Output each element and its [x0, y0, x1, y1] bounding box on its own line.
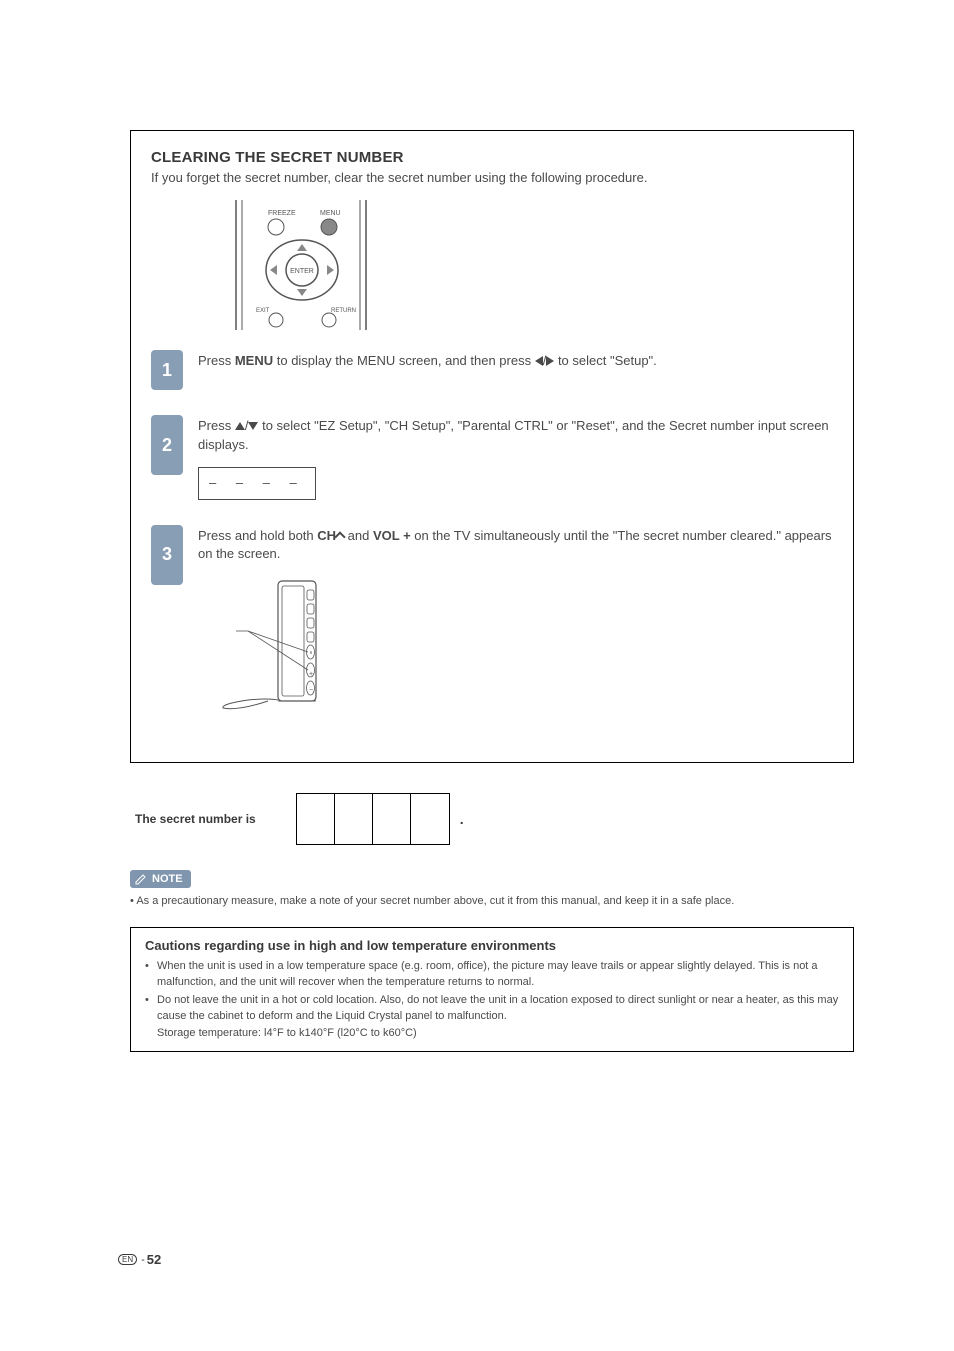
step-number-1: 1 — [151, 350, 183, 390]
footer-dash: - — [141, 1254, 145, 1266]
secret-digit-2 — [335, 794, 373, 844]
step-3: 3 Press and hold both CH and VOL + on th… — [151, 525, 833, 723]
freeze-label: FREEZE — [268, 210, 296, 217]
step-1: 1 Press MENU to display the MENU screen,… — [151, 350, 833, 390]
step-3-mid: and — [344, 528, 373, 543]
storage-temperature: Storage temperature: l4°F to k140°F (l20… — [145, 1027, 839, 1039]
caution-item-2: Do not leave the unit in a hot or cold l… — [145, 993, 839, 1025]
secret-digit-4 — [411, 794, 449, 844]
step-3-vol: VOL — [373, 528, 400, 543]
tv-illustration: ∧ + − — [198, 576, 833, 722]
note-label-text: NOTE — [152, 873, 183, 885]
step-2-body: Press / to select "EZ Setup", "CH Setup"… — [198, 415, 833, 500]
cautions-title: Cautions regarding use in high and low t… — [145, 938, 839, 953]
secret-number-row: The secret number is . — [130, 793, 854, 845]
secret-number-label: The secret number is — [135, 812, 256, 826]
caution-item-1: When the unit is used in a low temperatu… — [145, 959, 839, 991]
remote-illustration: FREEZE MENU ENTER EXIT RETURN — [151, 200, 833, 330]
note-badge: NOTE — [130, 870, 191, 888]
lang-badge: EN — [118, 1254, 137, 1265]
menu-label: MENU — [320, 210, 341, 217]
step-3-pre: Press and hold both — [198, 528, 317, 543]
secret-digit-1 — [297, 794, 335, 844]
secret-period: . — [460, 811, 464, 827]
note-text: As a precautionary measure, make a note … — [130, 894, 854, 909]
svg-text:+: + — [309, 671, 313, 678]
secret-number-boxes — [296, 793, 450, 845]
triangle-right-icon — [546, 356, 554, 366]
step-1-menu: MENU — [235, 353, 273, 368]
secret-input-display: – – – – — [198, 467, 316, 500]
enter-label: ENTER — [290, 268, 314, 275]
return-label: RETURN — [331, 308, 356, 314]
clearing-secret-number-box: CLEARING THE SECRET NUMBER If you forget… — [130, 130, 854, 763]
step-3-body: Press and hold both CH and VOL + on the … — [198, 525, 833, 723]
step-2: 2 Press / to select "EZ Setup", "CH Setu… — [151, 415, 833, 500]
secret-digit-3 — [373, 794, 411, 844]
svg-text:∧: ∧ — [309, 650, 313, 656]
page-number: 52 — [147, 1252, 161, 1267]
intro-text: If you forget the secret number, clear t… — [151, 170, 833, 185]
step-number-3: 3 — [151, 525, 183, 585]
triangle-left-icon — [535, 356, 543, 366]
section-heading: CLEARING THE SECRET NUMBER — [151, 149, 833, 166]
step-2-pre: Press — [198, 418, 235, 433]
triangle-up-icon — [235, 422, 245, 430]
step-3-ch: CH — [317, 528, 336, 543]
exit-label: EXIT — [256, 308, 270, 314]
step-1-pre: Press — [198, 353, 235, 368]
step-1-post: to select "Setup". — [554, 353, 656, 368]
triangle-down-icon — [248, 422, 258, 430]
pencil-icon — [134, 872, 148, 886]
cautions-box: Cautions regarding use in high and low t… — [130, 927, 854, 1052]
page-footer: EN - 52 — [118, 1252, 161, 1267]
step-1-body: Press MENU to display the MENU screen, a… — [198, 350, 833, 390]
step-2-post: to select "EZ Setup", "CH Setup", "Paren… — [198, 418, 829, 452]
note-section: NOTE As a precautionary measure, make a … — [130, 870, 854, 909]
step-1-mid: to display the MENU screen, and then pre… — [273, 353, 535, 368]
svg-text:−: − — [309, 687, 313, 694]
step-number-2: 2 — [151, 415, 183, 475]
